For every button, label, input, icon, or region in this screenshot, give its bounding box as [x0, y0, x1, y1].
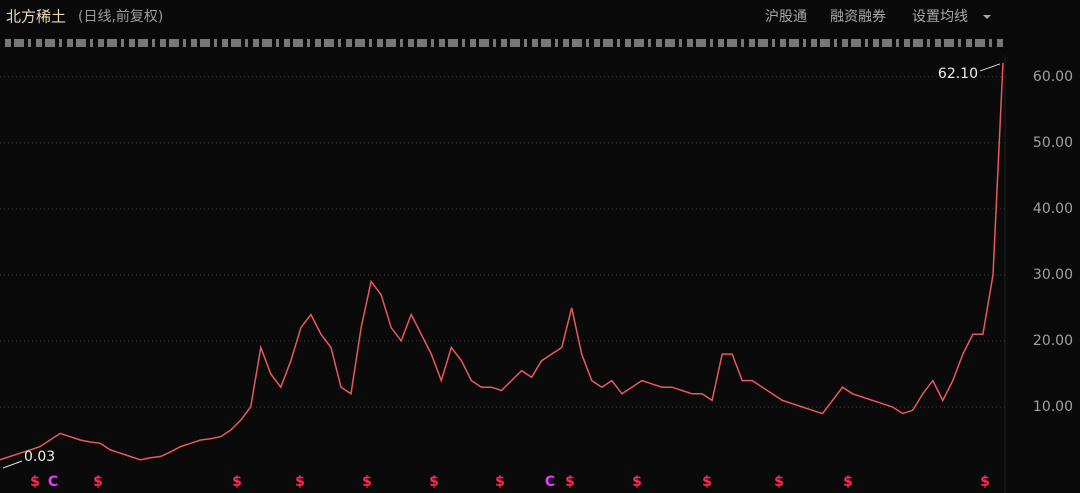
event-marker: $: [702, 474, 712, 490]
stock-name: 北方稀土: [6, 8, 66, 26]
price-line: [0, 62, 1004, 461]
event-marker: C: [48, 474, 58, 490]
toolbar-button[interactable]: 沪股通: [765, 9, 807, 25]
event-marker: $: [362, 474, 372, 490]
y-tick-label: 30.00: [1033, 267, 1073, 283]
event-marker: $: [774, 474, 784, 490]
y-tick-label: 40.00: [1033, 201, 1073, 217]
event-marker: $: [30, 474, 40, 490]
event-marker: $: [843, 474, 853, 490]
max-arrow: [979, 63, 1001, 72]
toolbar-button[interactable]: 设置均线: [912, 9, 968, 25]
toolbar-button[interactable]: 融资融券: [830, 9, 886, 25]
min-label: 0.03: [24, 449, 55, 465]
event-marker: $: [565, 474, 575, 490]
event-marker: C: [545, 474, 555, 490]
event-marker: $: [495, 474, 505, 490]
event-marker: $: [295, 474, 305, 490]
max-label: 62.10: [938, 66, 978, 82]
y-tick-label: 10.00: [1033, 399, 1073, 415]
event-marker: $: [980, 474, 990, 490]
event-marker: $: [232, 474, 242, 490]
y-tick-label: 50.00: [1033, 135, 1073, 151]
event-marker: $: [93, 474, 103, 490]
y-tick-label: 60.00: [1033, 69, 1073, 85]
chart-mode: (日线,前复权): [78, 8, 163, 25]
y-tick-label: 20.00: [1033, 333, 1073, 349]
event-marker: $: [632, 474, 642, 490]
min-arrow: [2, 460, 23, 469]
dropdown-arrow[interactable]: [983, 15, 991, 19]
event-marker: $: [429, 474, 439, 490]
